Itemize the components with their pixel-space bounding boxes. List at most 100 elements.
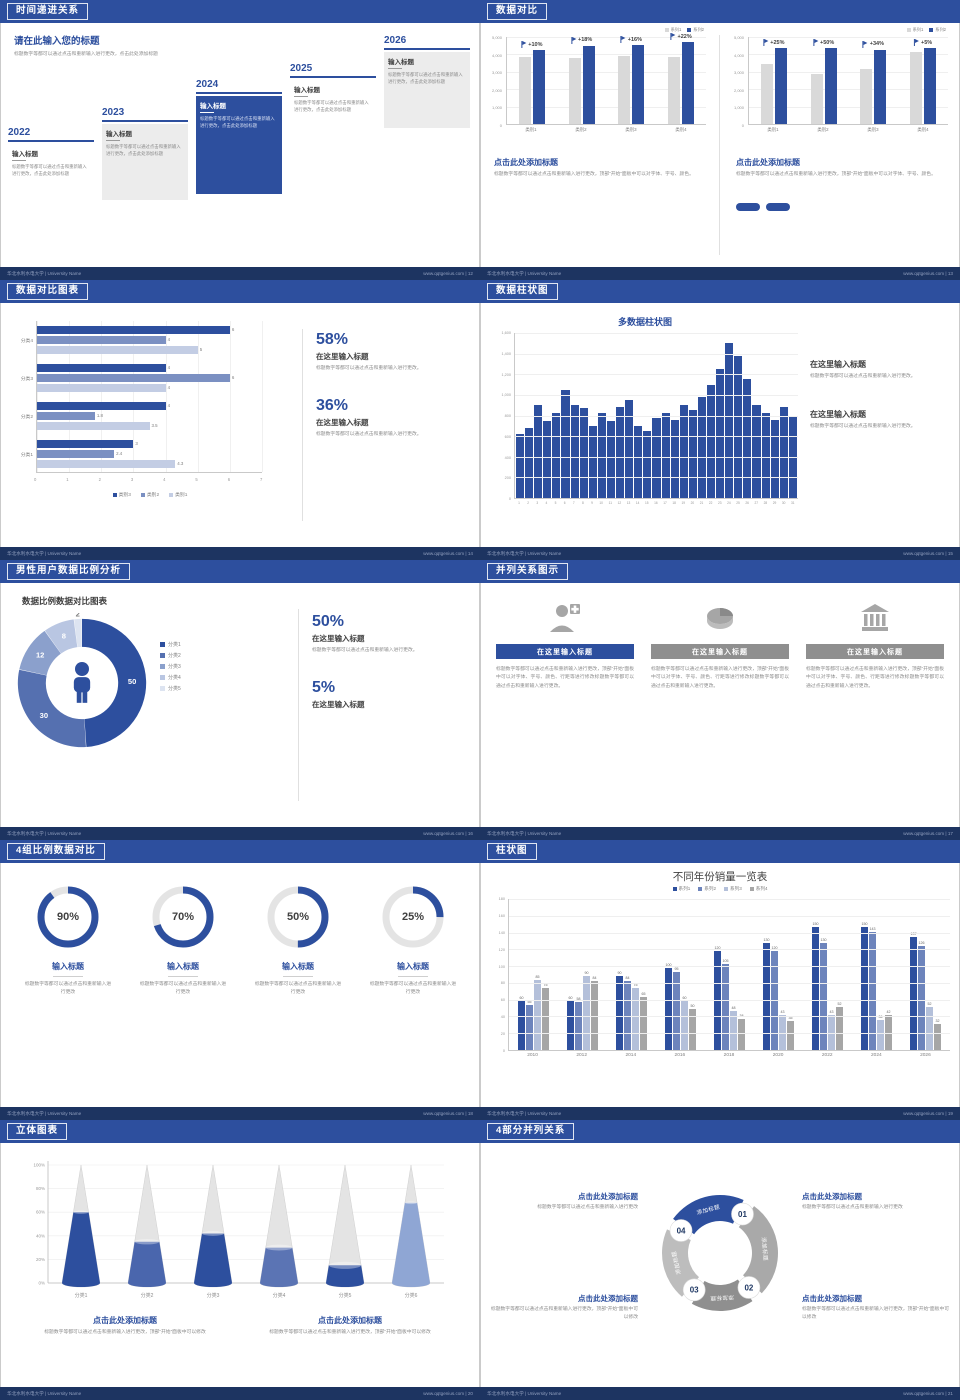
slide-3d-cone-chart[interactable]: 立体图表 100% 80% 60% 40% 20% 0% 分类1 分类2 分类3 分类4 分类5 分类…	[0, 1120, 480, 1400]
slide-data-comparison[interactable]: 数据对比 系列1 系列2 5,000 4,000 3,000 2,000 1,000 0 +10…	[480, 0, 960, 280]
bar	[673, 971, 680, 1050]
y-tick: 0	[741, 123, 744, 128]
grouped-column-chart: 系列1 系列2 系列3 系列4 180 160 140 120 100 80 60 40 20 0 60 55…	[480, 863, 960, 1107]
x-tick: 7	[572, 501, 575, 505]
donut-value-label: 12	[36, 651, 44, 660]
bar-group: +5%	[910, 37, 937, 124]
category-label: 分类2	[20, 415, 33, 420]
block-title: 在这里输入标题	[810, 360, 866, 369]
slide-yearly-sales-columns[interactable]: 柱状图 不同年份销量一览表 系列1 系列2 系列3 系列4 180 160 140 120 10…	[480, 840, 960, 1120]
footer-site-page: www.qqtgenius.com | 19	[903, 1111, 953, 1116]
gridline	[509, 932, 950, 934]
x-tick: 20	[690, 501, 695, 505]
bar	[770, 419, 779, 498]
bar	[763, 943, 770, 1050]
column-header: 在这里输入标题	[806, 644, 944, 659]
bar-series2	[582, 45, 595, 124]
bar	[787, 1021, 794, 1050]
x-tick: 5	[554, 501, 557, 505]
legend-label: 系列4	[755, 886, 768, 891]
slide-footer: 华北水利水电大学 | University Name www.qqtgenius.…	[0, 547, 480, 560]
x-tick: 17	[663, 501, 667, 505]
timeline-item: 2026 输入标题 标题数字等都可以通过点击和重新输入进行更改，点击此处添加标题	[384, 35, 470, 128]
x-tick: 类别1	[525, 127, 537, 132]
bar	[752, 405, 761, 498]
growth-label: +16%	[620, 36, 642, 44]
value-label: 65	[641, 991, 646, 996]
growth-label: +50%	[813, 39, 834, 47]
gauge-percent: 25%	[401, 911, 425, 923]
slide-comparison-bar-chart[interactable]: 数据对比图表 6 4 5 4 6 4 4 1.8 3.5 3 2.4 4.3 0 1 2 3 4 5 6 7 分类4 分类…	[0, 280, 480, 560]
value-label: 5	[199, 347, 203, 352]
bar	[877, 1020, 884, 1050]
timeline-item-body: 标题数字等都可以通过点击和重新输入进行更改，点击此处添加标题	[12, 164, 87, 176]
value-label: 150	[861, 921, 868, 926]
bar	[640, 996, 647, 1050]
intro-title: 请在此输入您的标题	[14, 36, 100, 47]
bar-column	[725, 333, 734, 498]
legend-swatch	[160, 653, 165, 658]
block-body: 标题数字等都可以通过点击和重新输入进行更改	[802, 1205, 903, 1210]
chart-legend: 系列1 系列2	[664, 27, 704, 33]
bar-column	[761, 333, 770, 498]
bar-column	[670, 333, 679, 498]
gridline	[133, 321, 135, 472]
ring-segment	[673, 1195, 744, 1235]
gauge-block: 70% 输入标题 标题数字等都可以通过点击和重新输入进行更改	[127, 883, 239, 996]
category-label: 分类3	[207, 1292, 220, 1299]
value-label: 43	[780, 1009, 785, 1014]
footer-site-page: www.qqtgenius.com | 20	[423, 1391, 473, 1396]
value-label: 52	[837, 1002, 842, 1007]
value-label: 58	[577, 997, 581, 1001]
flag-icon	[914, 39, 920, 47]
donut-segment	[74, 618, 82, 648]
plot-area: 6055857560589084908475651009560501201054…	[508, 899, 950, 1051]
growth-value: +34%	[869, 41, 884, 48]
bar-group: +25%	[760, 37, 787, 124]
y-tick: 800	[504, 414, 511, 418]
text-block: 点击此处添加标题 标题数字等都可以通过点击和重新输入进行更改，顶部“开始”面板中…	[255, 1315, 445, 1337]
stat-body: 标题数字等都可以通过点击和重新输入进行更改。	[316, 366, 422, 371]
bar-column	[606, 333, 616, 498]
gridline	[229, 321, 231, 472]
bar	[525, 427, 534, 498]
value-label: 84	[625, 975, 630, 980]
x-axis: 2010 2012 2014 2016 2018 2020 2022 2024 2026	[508, 1053, 950, 1058]
footer-site-page: www.qqtgenius.com | 18	[423, 1111, 473, 1116]
y-tick: 2,000	[733, 87, 744, 93]
timeline-item: 2024 输入标题 标题数字等都可以通过点击和重新输入进行更改，点击此处添加标题	[196, 79, 282, 194]
y-tick: 1,400	[501, 351, 511, 356]
bar	[869, 932, 876, 1050]
text-block: 点击此处添加标题 标题数字等都可以通过点击和重新输入进行更改，顶部“开始”面板中…	[488, 1293, 638, 1321]
donut-segment	[44, 619, 78, 654]
timeline-mini-divider	[294, 96, 308, 97]
action-pill-button[interactable]	[736, 203, 760, 211]
caption-title: 点击此处添加标题	[494, 158, 558, 167]
growth-value: +16%	[627, 36, 642, 43]
y-tick: 3,000	[733, 70, 744, 76]
slide-male-user-ratio[interactable]: 男性用户数据比例分析 数据比例数据对比图表 50 30 12 8 2 分类1 分类2 分类3…	[0, 560, 480, 840]
x-tick: 2022	[821, 1053, 833, 1058]
slide-header-title: 立体图表	[7, 1123, 68, 1140]
action-pill-button[interactable]	[766, 203, 790, 211]
bar-wrap: 85	[534, 899, 541, 1050]
slide-four-ratio-donuts[interactable]: 4组比例数据对比 90% 输入标题 标题数字等都可以通过点击和重新输入进行更改 70%…	[0, 840, 480, 1120]
slide-four-part-circle[interactable]: 4部分并列关系 添加标题 添加标题 添加标题 添加标题 01 02 03 04 点击此处添加标…	[480, 1120, 960, 1400]
growth-label: +22%	[670, 33, 692, 41]
x-tick: 2	[527, 501, 530, 505]
bar	[812, 926, 819, 1050]
bar	[542, 988, 549, 1050]
slide-timeline-relation[interactable]: 时间递进关系 请在此输入您的标题 标题数字等都可以通过点击和重新输入进行更改，点…	[0, 0, 480, 280]
comparison-panel-left: 系列1 系列2 5,000 4,000 3,000 2,000 1,000 0 +10% +18%…	[482, 23, 714, 267]
timeline-divider	[384, 48, 470, 50]
plot-area: +25% +50% +34% +5%	[748, 37, 948, 125]
gridline	[509, 966, 950, 968]
slide-footer: 华北水利水电大学 | University Name www.qqtgenius.…	[0, 267, 480, 280]
slide-parallel-relation[interactable]: 并列关系图示 在这里输入标题 标题数字等都可以通过点击和重新输入进行更改，顶部“…	[480, 560, 960, 840]
bar	[37, 364, 166, 372]
value-label: 150	[812, 921, 819, 926]
slide-column-chart[interactable]: 数据柱状图 多数据柱状图 1,600 1,400 1,200 1,000 800 600 4…	[480, 280, 960, 560]
bar-series2	[682, 42, 695, 124]
value-label: 48	[731, 1005, 736, 1010]
timeline-year: 2024	[196, 79, 219, 90]
